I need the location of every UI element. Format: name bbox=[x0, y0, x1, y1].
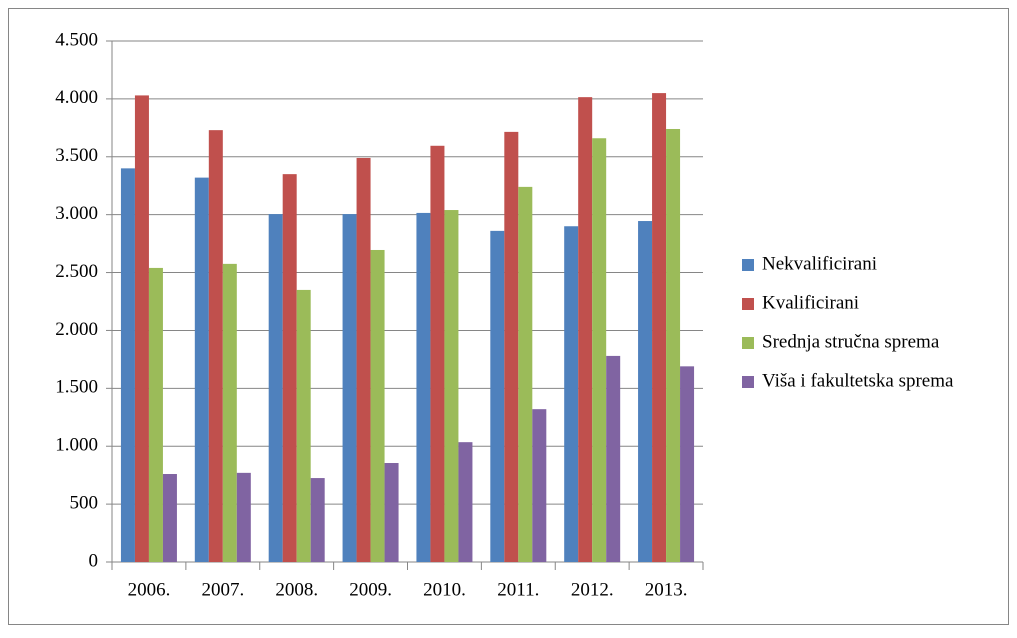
bar bbox=[444, 210, 459, 562]
y-tick-label: 2.000 bbox=[55, 319, 98, 340]
x-tick-label: 2012. bbox=[571, 579, 614, 600]
bar bbox=[134, 95, 149, 562]
y-tick-label: 500 bbox=[70, 492, 99, 513]
bar bbox=[310, 478, 325, 562]
bar bbox=[268, 214, 283, 563]
bar bbox=[296, 289, 311, 562]
bar bbox=[578, 97, 593, 562]
legend-label: Nekvalificirani bbox=[762, 253, 877, 274]
bar bbox=[652, 93, 667, 562]
bar bbox=[430, 145, 445, 563]
y-tick-label: 3.500 bbox=[55, 145, 98, 166]
x-tick-label: 2006. bbox=[128, 579, 171, 600]
bar bbox=[504, 131, 519, 562]
bar bbox=[416, 212, 431, 562]
y-tick-label: 1.500 bbox=[55, 377, 98, 398]
y-tick-label: 4.500 bbox=[55, 29, 98, 50]
bar bbox=[680, 366, 695, 562]
bar bbox=[666, 128, 681, 563]
x-tick-label: 2011. bbox=[497, 579, 539, 600]
bar bbox=[592, 138, 607, 562]
bar bbox=[518, 186, 533, 562]
x-tick-label: 2008. bbox=[275, 579, 318, 600]
legend-label: Viša i fakultetska sprema bbox=[762, 370, 954, 391]
legend-swatch bbox=[742, 298, 754, 310]
bar bbox=[384, 463, 399, 562]
bar bbox=[222, 263, 237, 562]
bar bbox=[490, 230, 505, 562]
bar bbox=[532, 409, 547, 562]
x-tick-label: 2013. bbox=[645, 579, 688, 600]
x-tick-label: 2007. bbox=[201, 579, 244, 600]
bar bbox=[458, 442, 473, 562]
bar bbox=[564, 226, 579, 562]
y-tick-label: 3.000 bbox=[55, 203, 98, 224]
legend-swatch bbox=[742, 376, 754, 388]
bar bbox=[282, 174, 297, 562]
y-tick-label: 4.000 bbox=[55, 87, 98, 108]
legend-label: Srednja stručna sprema bbox=[762, 331, 940, 352]
y-tick-label: 2.500 bbox=[55, 261, 98, 282]
bar bbox=[148, 267, 163, 562]
bar bbox=[208, 130, 223, 562]
bar bbox=[606, 355, 621, 562]
y-tick-label: 0 bbox=[89, 550, 99, 571]
bar bbox=[236, 472, 251, 562]
bar bbox=[638, 221, 653, 563]
legend-swatch bbox=[742, 337, 754, 349]
legend-label: Kvalificirani bbox=[762, 292, 859, 313]
y-tick-label: 1.000 bbox=[55, 435, 98, 456]
bar bbox=[194, 177, 209, 562]
bar bbox=[342, 214, 357, 563]
bar bbox=[120, 168, 135, 562]
x-tick-label: 2009. bbox=[349, 579, 392, 600]
bar bbox=[356, 157, 371, 563]
bar bbox=[162, 474, 177, 562]
legend-swatch bbox=[742, 259, 754, 271]
x-tick-label: 2010. bbox=[423, 579, 466, 600]
bar bbox=[370, 249, 385, 562]
